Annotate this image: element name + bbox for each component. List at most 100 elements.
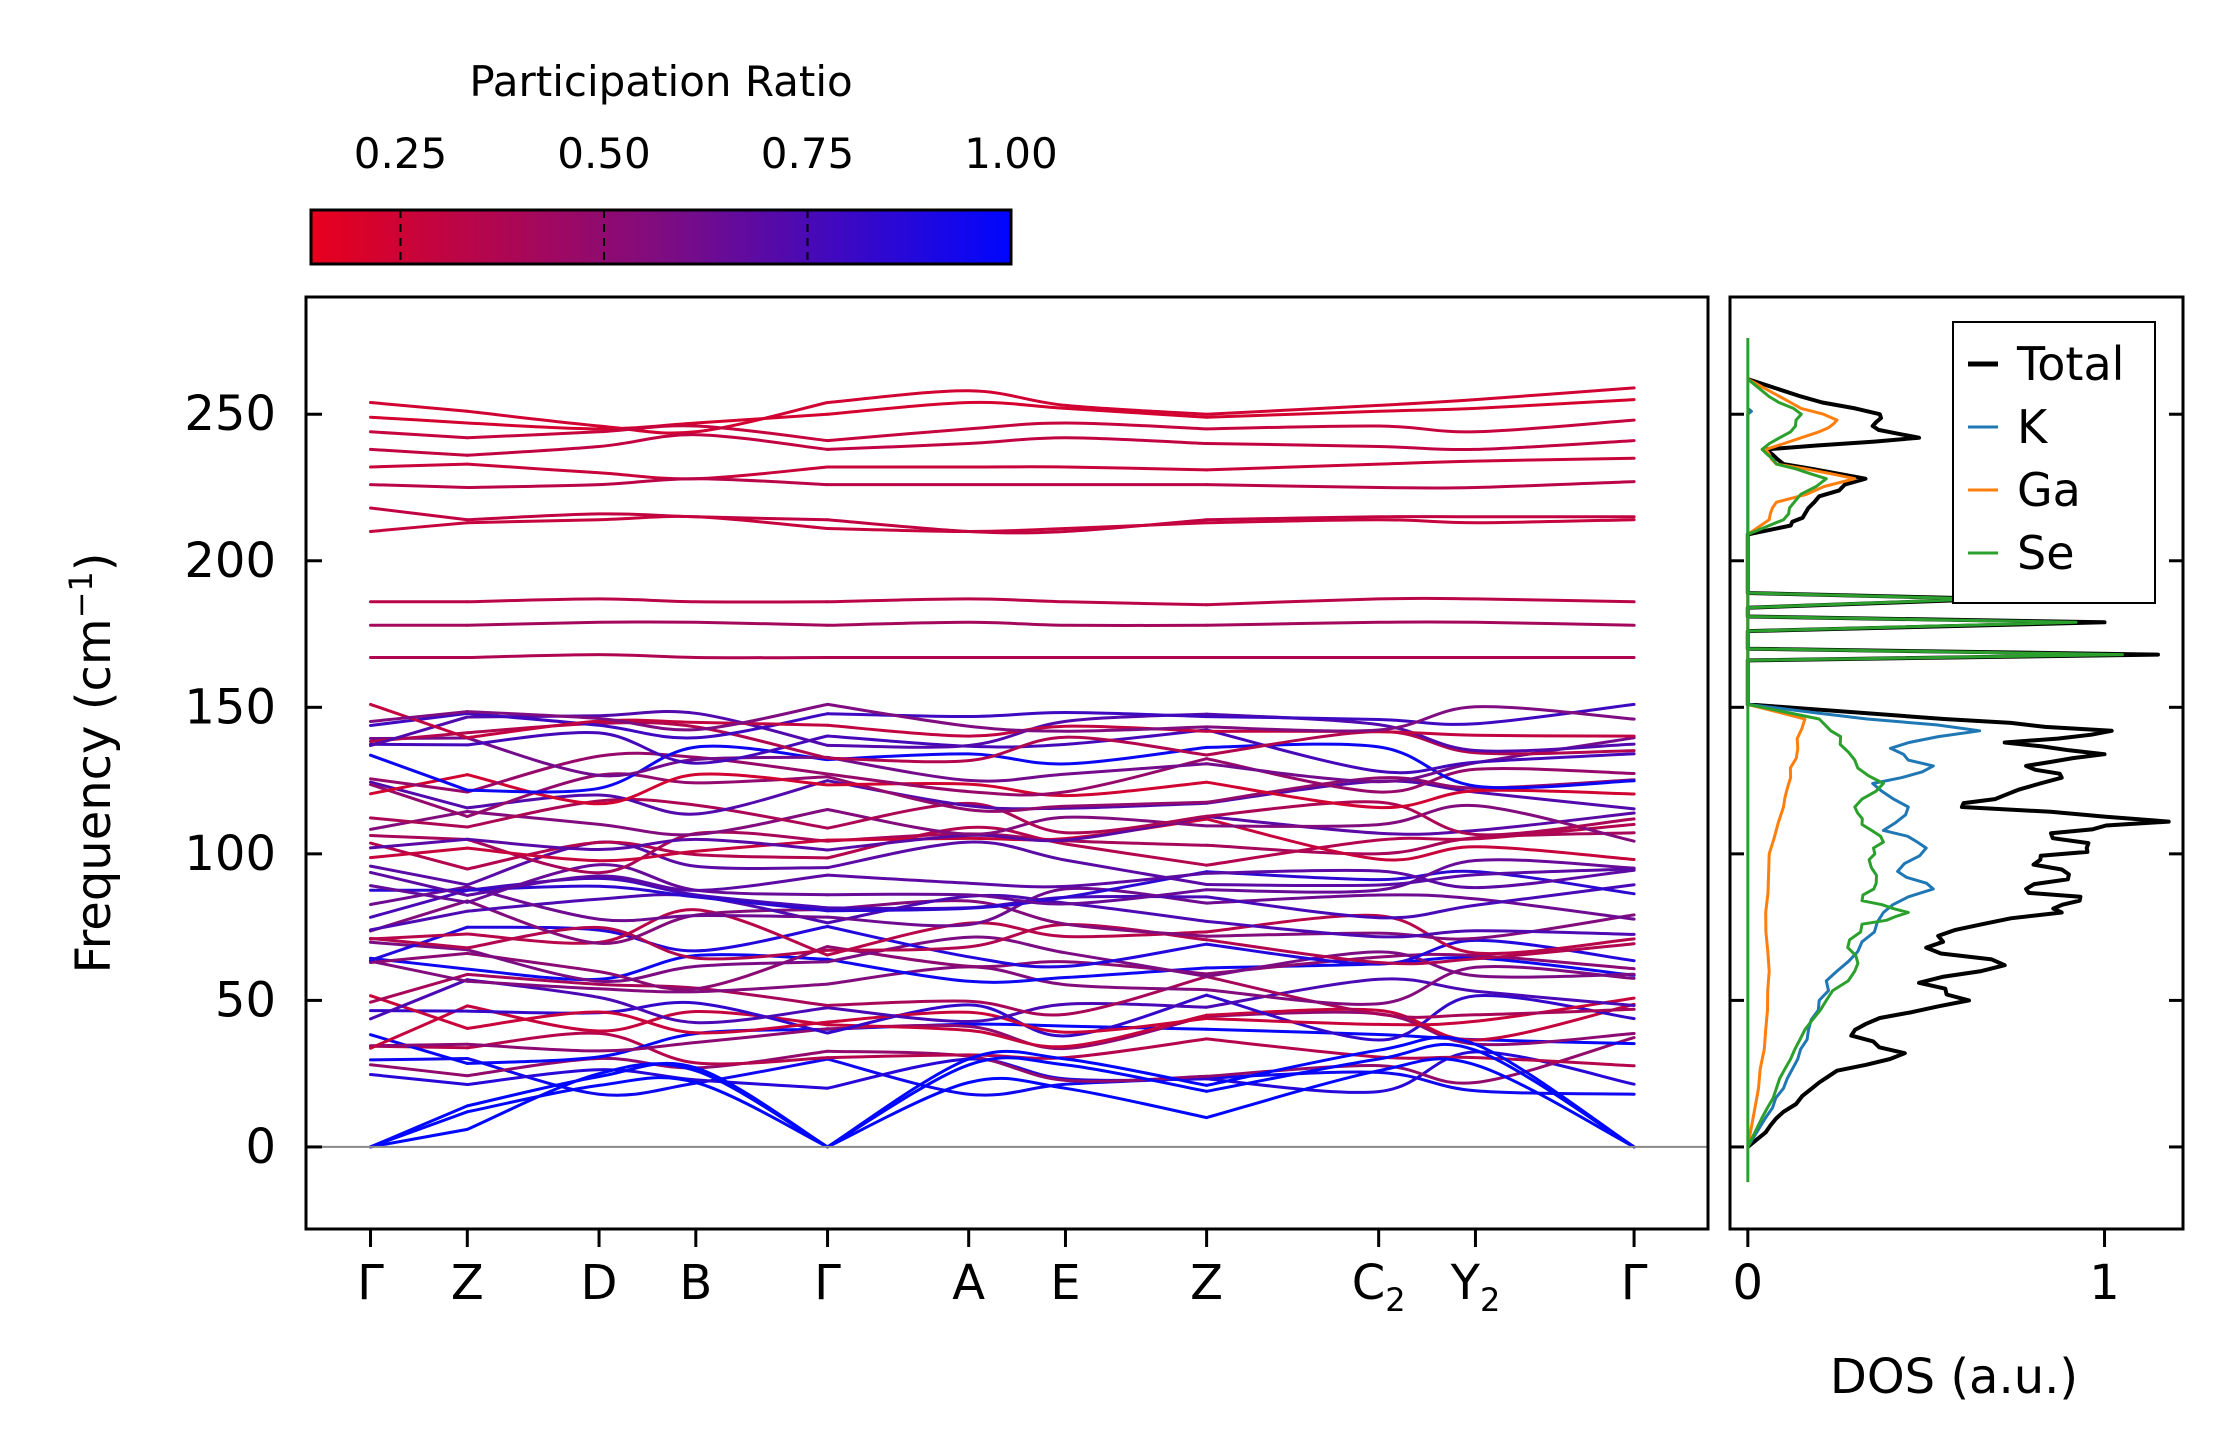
band-line-optical: [465, 721, 829, 760]
dos-x-tick-label: 0: [1733, 1255, 1764, 1311]
dos-y-ticks: [1730, 412, 2183, 1149]
k-point-label-text: Z: [451, 1255, 484, 1311]
dos-series-line: [1745, 377, 2171, 1149]
dos-series-line: [1746, 407, 1982, 1148]
colorbar-title: Participation Ratio: [469, 57, 852, 106]
band-line-optical: [465, 873, 829, 897]
band-line-optical: [826, 735, 1209, 764]
band-y-tick-label: 0: [245, 1119, 276, 1175]
band-line-acoustic: [1205, 1057, 1636, 1149]
colorbar-tick-label: 0.25: [354, 129, 448, 178]
band-line-optical: [826, 780, 1209, 798]
band-line-high: [369, 430, 469, 440]
band-line-high: [465, 512, 829, 522]
band-line-optical: [369, 1042, 469, 1048]
band-line-optical: [465, 1027, 829, 1053]
band-line-optical: [369, 742, 469, 747]
band-line-optical: [1205, 811, 1636, 836]
band-line-high: [369, 462, 469, 469]
dos-series-line: [1746, 377, 2124, 1148]
k-point-label: Γ: [814, 1255, 841, 1311]
k-point-label: E: [1050, 1255, 1080, 1311]
band-line-optical: [1205, 867, 1636, 888]
band-line-optical: [826, 825, 1209, 867]
band-line-optical: [465, 751, 829, 794]
band-line-optical: [826, 886, 1209, 928]
band-line-optical: [369, 1073, 469, 1086]
k-point-label: Z: [1190, 1255, 1223, 1311]
band-line-optical: [369, 834, 469, 841]
band-line-optical: [1205, 938, 1636, 966]
band-line-optical: [1205, 705, 1636, 733]
band-line-acoustic: [465, 1062, 829, 1149]
band-line-high: [369, 401, 469, 413]
band-line-optical: [369, 783, 469, 818]
band-line-high: [369, 415, 469, 425]
band-line-optical: [465, 948, 829, 984]
dos-x-tick-label: 1: [2089, 1255, 2120, 1311]
band-line-optical: [465, 908, 829, 957]
y-axis-title: Frequency (cm−1): [62, 552, 122, 973]
band-line-optical: [465, 772, 829, 818]
band-line-optical: [369, 940, 469, 952]
band-line-acoustic: [1205, 1042, 1636, 1149]
band-k-point-ticks: Γ Z D B Γ A E Z C2 Y2 Γ: [357, 1229, 1648, 1319]
band-line-optical: [465, 1027, 829, 1065]
band-line-optical: [369, 753, 469, 792]
band-line-optical: [369, 978, 469, 1021]
band-line-optical: [465, 797, 829, 830]
band-line-optical: [826, 965, 1209, 992]
band-line-optical: [826, 755, 1209, 783]
band-line-high: [369, 521, 469, 533]
k-point-label: A: [952, 1255, 985, 1311]
band-line-optical: [369, 1063, 469, 1078]
y-axis-title-text: Frequency (cm: [66, 618, 122, 973]
band-line-mid: [826, 620, 1209, 627]
band-line-optical: [369, 951, 469, 964]
band-line-optical: [826, 815, 1209, 852]
band-line-optical: [826, 801, 1209, 835]
dos-x-axis-title: DOS (a.u.): [1830, 1349, 2078, 1405]
band-line-optical: [465, 1000, 829, 1035]
band-line-optical: [465, 702, 829, 732]
k-point-label-text: Γ: [357, 1255, 384, 1311]
legend-label: K: [2017, 400, 2049, 454]
band-line-optical: [465, 884, 829, 913]
band-line-optical: [1205, 776, 1636, 804]
band-line-optical: [1205, 1037, 1636, 1068]
band-line-optical: [369, 1033, 469, 1065]
band-line-optical: [369, 909, 469, 932]
band-line-optical: [369, 731, 469, 743]
band-y-tick-label: 100: [184, 826, 276, 882]
k-point-label-subscript: 2: [1385, 1281, 1405, 1319]
dos-legend: Total K Ga Se: [1952, 321, 2156, 604]
band-line-high: [465, 433, 829, 457]
band-line-optical: [1205, 831, 1636, 856]
band-line-high: [465, 477, 829, 489]
band-line-optical: [465, 840, 829, 887]
k-point-label-text: Γ: [814, 1255, 841, 1311]
band-line-mid: [826, 597, 1209, 607]
band-line-high: [369, 483, 469, 489]
band-line-high: [1205, 480, 1636, 490]
band-line-optical: [826, 870, 1209, 913]
colorbar-tick-label: 0.50: [557, 129, 651, 178]
band-line-optical: [1205, 803, 1636, 843]
band-line-optical: [826, 832, 1209, 847]
band-y-ticks: 0 50 100 150 200 250: [184, 386, 322, 1175]
band-y-tick-label: 200: [184, 533, 276, 589]
band-line-optical: [1205, 1010, 1636, 1047]
band-line-optical: [826, 888, 1209, 906]
band-line-optical: [826, 702, 1209, 733]
band-line-optical: [465, 945, 829, 991]
band-line-optical: [369, 710, 469, 723]
legend-frame: [1952, 321, 2156, 604]
band-line-optical: [465, 1010, 829, 1035]
band-line-high: [1205, 515, 1636, 522]
y-axis-title-superscript: −1: [62, 571, 100, 618]
k-point-label: Γ: [357, 1255, 384, 1311]
band-line-high: [826, 389, 1209, 416]
band-line-optical: [1205, 893, 1636, 921]
